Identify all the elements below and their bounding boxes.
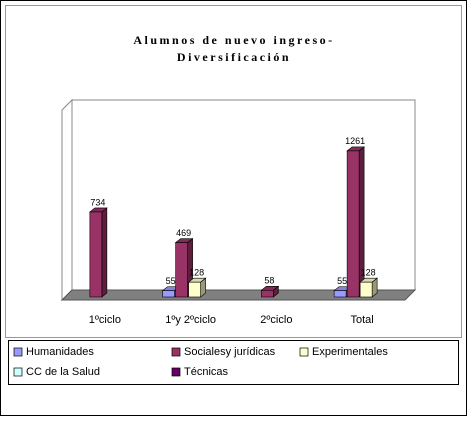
data-label: 469 — [176, 228, 191, 238]
legend-label: CC de la Salud — [26, 366, 100, 378]
data-label: 128 — [189, 268, 204, 278]
x-tick-label: 1ºy 2ºciclo — [165, 314, 216, 326]
legend-swatch — [171, 367, 181, 377]
bar — [162, 290, 175, 298]
legend-swatch — [171, 347, 181, 357]
legend-swatch — [13, 347, 23, 357]
legend-swatch — [13, 367, 23, 377]
legend-label: Técnicas — [184, 366, 229, 378]
bar — [89, 211, 103, 298]
side-wall — [61, 98, 73, 302]
x-tick-label: 1ºciclo — [89, 314, 121, 326]
bar — [346, 150, 360, 298]
bar — [175, 242, 188, 298]
data-label: 55 — [337, 276, 347, 286]
bar — [333, 290, 347, 298]
legend-label: Experimentales — [312, 346, 388, 358]
legend-label: Humanidades — [26, 346, 94, 358]
data-label: 55 — [166, 276, 176, 286]
legend — [8, 340, 459, 385]
bar — [188, 281, 201, 298]
legend-swatch — [299, 347, 309, 357]
chart-title: Diversificación — [177, 50, 291, 64]
bar — [261, 289, 274, 298]
x-tick-label: Total — [351, 314, 374, 326]
data-label: 734 — [90, 197, 105, 207]
data-label: 128 — [361, 268, 376, 278]
x-tick-label: 2ºciclo — [260, 314, 292, 326]
legend-label: Socialesy jurídicas — [184, 346, 276, 358]
floor — [60, 289, 417, 301]
bar-side — [101, 207, 108, 298]
chart-title: Alumnos de nuevo ingreso- — [133, 33, 334, 47]
data-label: 58 — [264, 276, 274, 286]
data-label: 1261 — [345, 136, 365, 146]
bar — [359, 281, 373, 298]
